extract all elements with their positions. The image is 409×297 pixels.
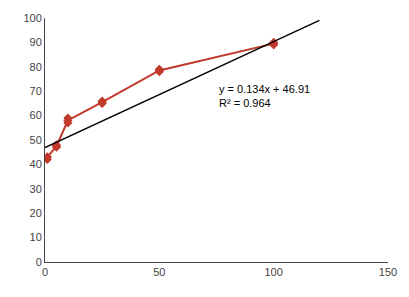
svg-text:70: 70	[30, 85, 42, 97]
svg-text:80: 80	[30, 61, 42, 73]
svg-text:30: 30	[30, 183, 42, 195]
svg-text:40: 40	[30, 158, 42, 170]
svg-text:150: 150	[379, 266, 397, 278]
svg-text:100: 100	[23, 12, 41, 24]
svg-text:0: 0	[42, 266, 48, 278]
svg-text:60: 60	[30, 109, 42, 121]
svg-text:50: 50	[153, 266, 165, 278]
svg-text:90: 90	[30, 36, 42, 48]
svg-text:10: 10	[30, 231, 42, 243]
svg-text:0: 0	[36, 256, 42, 268]
svg-text:y = 0.134x + 46.91R² = 0.964: y = 0.134x + 46.91R² = 0.964	[219, 83, 310, 109]
svg-text:100: 100	[264, 266, 282, 278]
svg-text:20: 20	[30, 207, 42, 219]
svg-text:50: 50	[30, 134, 42, 146]
